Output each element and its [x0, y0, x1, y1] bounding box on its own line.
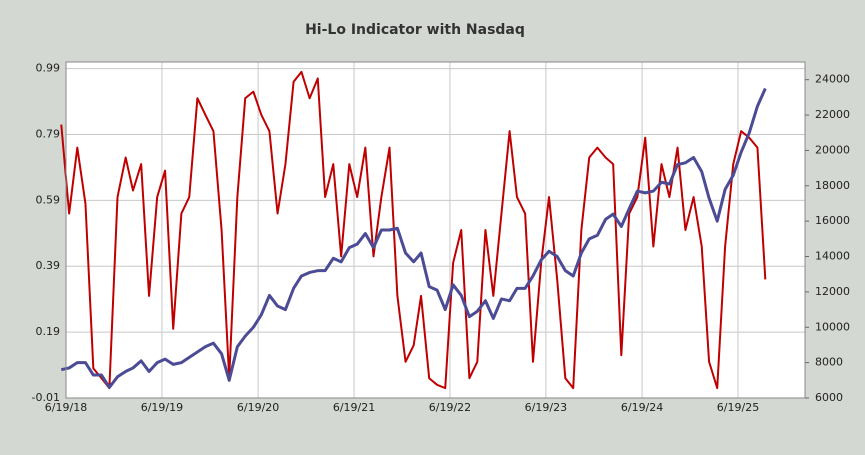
y2-tick-label: 8000: [815, 356, 843, 369]
x-tick-label: 6/19/20: [237, 401, 279, 414]
plot-border: [65, 61, 806, 399]
y2-tick-label: 14000: [815, 250, 850, 263]
y2-tick-label: 20000: [815, 143, 850, 156]
x-tick-label: 6/19/23: [525, 401, 567, 414]
y-tick-label: 0.39: [36, 259, 61, 272]
y2-tick-label: 12000: [815, 285, 850, 298]
y-tick-label: 0.79: [36, 127, 61, 140]
series-line: [60, 70, 767, 390]
x-tick-label: 6/19/21: [333, 401, 375, 414]
y-tick-label: 0.99: [36, 62, 61, 75]
x-tick-label: 6/19/22: [429, 401, 471, 414]
series-line: [60, 87, 767, 389]
x-tick-label: 6/19/19: [141, 401, 183, 414]
y2-tick-label: 18000: [815, 179, 850, 192]
y-tick-label: 0.59: [36, 193, 61, 206]
x-tick-label: 6/19/18: [45, 401, 87, 414]
plot-area: [65, 61, 806, 399]
y2-tick-label: 6000: [815, 391, 843, 404]
y2-tick-label: 22000: [815, 108, 850, 121]
chart-title: Hi-Lo Indicator with Nasdaq: [305, 22, 525, 38]
y-tick-label: -0.01: [32, 391, 60, 404]
y2-tick-label: 10000: [815, 320, 850, 333]
x-tick-label: 6/19/25: [717, 401, 759, 414]
y-tick-label: 0.19: [36, 325, 61, 338]
x-tick-label: 6/19/24: [621, 401, 663, 414]
y2-tick-label: 24000: [815, 73, 850, 86]
y2-tick-label: 16000: [815, 214, 850, 227]
